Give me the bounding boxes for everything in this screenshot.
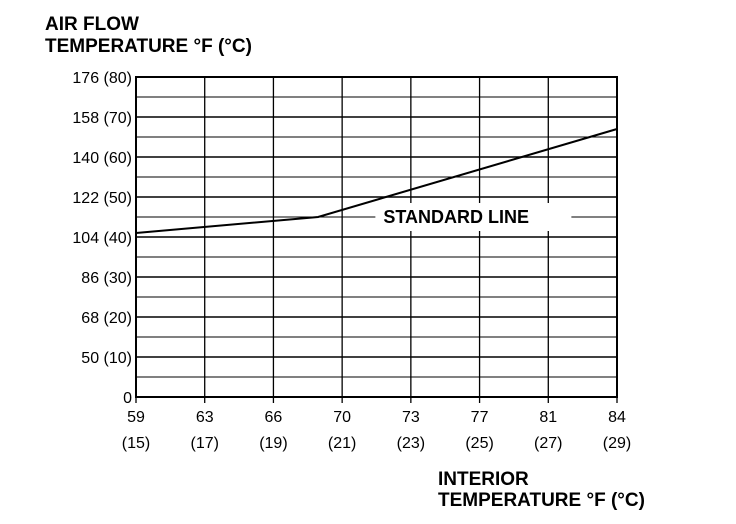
x-tick-label-f: 77 <box>471 409 489 426</box>
x-tick-label-c: (25) <box>465 435 493 452</box>
y-tick-label: 68 (20) <box>81 310 132 327</box>
y-tick-label: 122 (50) <box>72 190 132 207</box>
x-axis-label-line-2: TEMPERATURE °F (°C) <box>438 490 645 511</box>
x-tick-label-c: (19) <box>259 435 287 452</box>
grid <box>135 76 618 403</box>
x-axis-label-line-1: INTERIOR <box>438 469 529 490</box>
y-axis-label-line-1: AIR FLOW <box>45 14 139 35</box>
y-tick-label: 0 <box>123 390 132 407</box>
y-tick-labels: 0 50 (10) 68 (20) 86 (30) 104 (40) 122 (50) 14… <box>72 70 132 407</box>
standard-line-series <box>135 128 618 234</box>
x-tick-label-f: 81 <box>539 409 557 426</box>
y-tick-label: 104 (40) <box>72 230 132 247</box>
x-tick-label-f: 84 <box>608 409 626 426</box>
y-tick-label: 158 (70) <box>72 110 132 127</box>
x-tick-label-c: (17) <box>190 435 218 452</box>
y-tick-label: 140 (60) <box>72 150 132 167</box>
series <box>135 128 618 234</box>
x-tick-label-c: (15) <box>122 435 150 452</box>
y-tick-label: 86 (30) <box>81 270 132 287</box>
annotation-background <box>375 203 572 231</box>
plot-frame <box>135 76 618 398</box>
y-axis-label-line-2: TEMPERATURE °F (°C) <box>45 36 252 57</box>
x-tick-label-f: 73 <box>402 409 420 426</box>
x-tick-labels: 59 (15) 63 (17) 66 (19) 70 (21) 73 (23) 77 (25) 81 (2… <box>122 409 631 452</box>
x-tick-label-f: 59 <box>127 409 145 426</box>
x-tick-label-f: 63 <box>196 409 214 426</box>
standard-line-label: STANDARD LINE <box>383 207 529 227</box>
x-tick-label-f: 66 <box>265 409 283 426</box>
y-tick-label: 176 (80) <box>72 70 132 87</box>
x-tick-label-c: (29) <box>603 435 631 452</box>
y-tick-label: 50 (10) <box>81 350 132 367</box>
x-tick-label-c: (27) <box>534 435 562 452</box>
annotations: STANDARD LINE <box>375 203 572 231</box>
x-tick-label-c: (23) <box>397 435 425 452</box>
x-tick-label-c: (21) <box>328 435 356 452</box>
x-tick-label-f: 70 <box>333 409 351 426</box>
